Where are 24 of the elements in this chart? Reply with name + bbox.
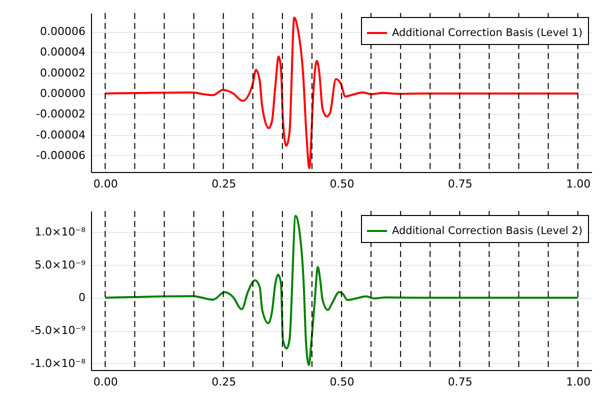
legend-label: Additional Correction Basis (Level 1): [392, 27, 582, 39]
y-tick-label: -5.0×10⁻⁹: [30, 324, 86, 338]
legend-label: Additional Correction Basis (Level 2): [392, 225, 582, 237]
y-tick-label: -0.00002: [36, 108, 86, 121]
y-tick-label: 0.00000: [40, 87, 86, 100]
x-tick-label: 0.00: [93, 376, 118, 388]
x-tick-label: 0.50: [330, 178, 354, 190]
x-tick-label: 0.75: [448, 376, 472, 388]
x-tick-label: 0.25: [212, 178, 236, 190]
x-tick-label: 0.75: [448, 178, 472, 190]
y-tick-label: -0.00006: [36, 148, 86, 162]
y-tick-label: 0: [78, 291, 86, 304]
y-tick-label: -0.00004: [36, 128, 86, 142]
y-tick-label: 0.00006: [40, 25, 86, 38]
y-tick-label: -1.0×10⁻⁸: [30, 356, 86, 370]
x-tick-label: 1.00: [566, 376, 591, 388]
x-tick-label: 0.50: [330, 376, 354, 388]
y-tick-label: 1.0×10⁻⁸: [34, 226, 86, 239]
x-tick-label: 0.25: [212, 376, 236, 388]
y-tick-label: 0.00004: [40, 46, 86, 59]
x-tick-label: 0.00: [93, 178, 118, 190]
x-tick-label: 1.00: [566, 178, 591, 190]
y-tick-label: 0.00002: [40, 66, 86, 80]
y-tick-label: 5.0×10⁻⁹: [34, 258, 86, 272]
